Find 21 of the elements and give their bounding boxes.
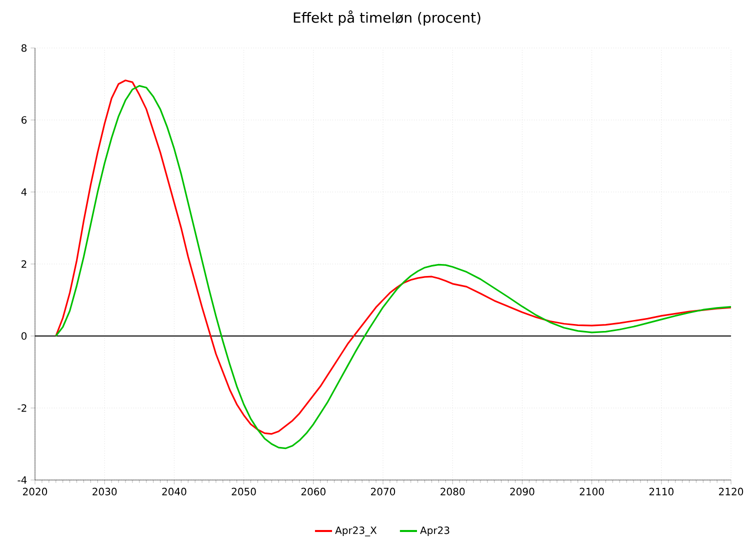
y-tick-label: 8: [22, 44, 27, 52]
y-tick-label: -2: [18, 404, 26, 412]
x-tick-label: 2080: [440, 488, 465, 496]
y-tick-label: -4: [18, 476, 27, 484]
y-tick-label: 0: [22, 332, 27, 340]
x-tick-label: 2060: [301, 488, 326, 496]
x-tick-label: 2100: [580, 488, 604, 496]
chart-title: Effekt på timeløn (procent): [294, 10, 480, 26]
x-tick-label: 2070: [371, 488, 396, 496]
x-tick-label: 2050: [232, 488, 256, 496]
legend-label: Apr23: [420, 526, 450, 536]
y-tick-label: 6: [22, 116, 27, 124]
x-tick-label: 2120: [719, 488, 744, 496]
y-tick-label: 2: [22, 260, 26, 268]
legend-label: Apr23_X: [335, 526, 377, 536]
x-tick-label: 2110: [649, 488, 674, 496]
x-tick-label: 2030: [92, 488, 117, 496]
x-tick-label: 2090: [510, 488, 534, 496]
y-tick-label: 4: [21, 188, 27, 196]
x-tick-label: 2020: [23, 488, 48, 496]
x-tick-label: 2040: [162, 488, 186, 496]
